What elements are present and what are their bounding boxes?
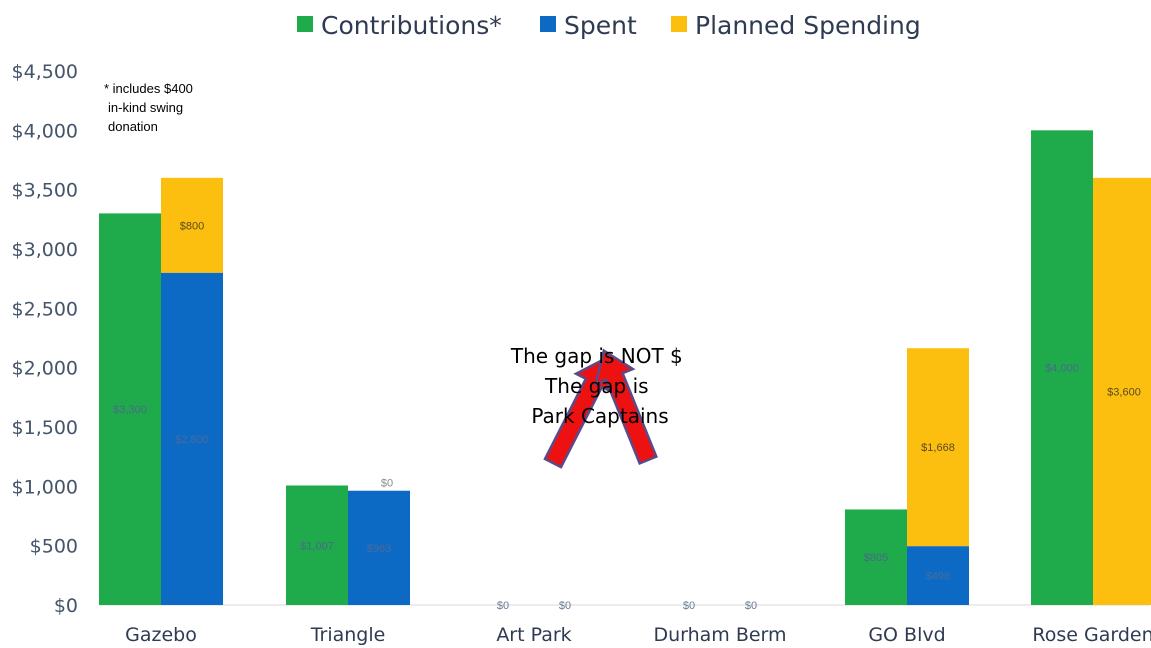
legend-label: Spent [564,11,637,40]
bar-planned [161,177,223,273]
data-label: $0 [381,478,393,490]
x-tick-label: Art Park [496,624,571,646]
x-tick-label: GO Blvd [868,624,945,646]
y-tick-label: $2,500 [12,298,78,320]
callout-line: The gap is [544,374,649,398]
data-label: $0 [497,600,509,612]
footnote-line: * includes $400 [104,81,193,96]
data-label: $1,668 [921,442,955,454]
footnote-line: donation [108,119,158,134]
legend-swatch [297,16,313,32]
bar-contributions [286,485,348,605]
legend-label: Planned Spending [695,11,921,40]
bar-planned [1093,177,1151,606]
bar-spent [348,490,410,605]
data-label: $496 [926,571,950,583]
data-labels: $3,300 $2,800 $800 $1,007 $963 $0 $0 $0 $0 $0 $805… [113,220,1141,612]
data-label: $0 [559,600,571,612]
legend-swatch [540,16,556,32]
legend-swatch [671,16,687,32]
footnote: * includes $400 in-kind swing donation [104,81,197,134]
y-tick-label: $4,000 [12,120,78,142]
data-label: $805 [864,552,888,564]
x-tick-label: Triangle [310,624,386,646]
bar-contributions [845,509,907,605]
data-label: $4,000 [1045,363,1079,375]
y-tick-label: $4,500 [12,61,78,83]
bars [99,130,1151,606]
callout: The gap is NOT $ The gap is Park Captain… [510,344,689,428]
legend-label: Contributions* [321,11,502,40]
x-tick-label: Rose Garden [1032,624,1151,646]
y-tick-label: $1,000 [12,476,78,498]
data-label: $800 [180,220,204,232]
y-tick-label: $0 [54,595,78,617]
data-label: $2,800 [175,434,209,446]
y-tick-label: $1,500 [12,417,78,439]
y-axis: $0 $500 $1,000 $1,500 $2,000 $2,500 $3,000 $3,5… [12,61,1150,617]
callout-line: The gap is NOT $ [510,344,683,368]
bar-contributions [1031,130,1093,606]
data-label: $0 [683,600,695,612]
x-axis: Gazebo Triangle Art Park Durham Berm GO Blvd… [125,624,1151,646]
y-tick-label: $3,000 [12,239,78,261]
x-tick-label: Durham Berm [653,624,786,646]
data-label: $3,600 [1107,386,1141,398]
bar-contributions [99,213,161,605]
bar-planned [907,348,969,547]
data-label: $963 [367,543,391,555]
y-tick-label: $2,000 [12,358,78,380]
data-label: $3,300 [113,404,147,416]
y-tick-label: $3,500 [12,180,78,202]
data-label: $1,007 [300,540,334,552]
legend: Contributions* Spent Planned Spending [297,11,921,40]
x-tick-label: Gazebo [125,624,197,646]
data-label: $0 [745,600,757,612]
right-arrow-icon [593,348,658,465]
callout-line: Park Captains [531,404,668,428]
bar-spent [907,546,969,605]
y-tick-label: $500 [30,536,78,558]
footnote-line: in-kind swing [108,100,183,115]
bar-spent [161,272,223,605]
arrows [543,348,658,469]
